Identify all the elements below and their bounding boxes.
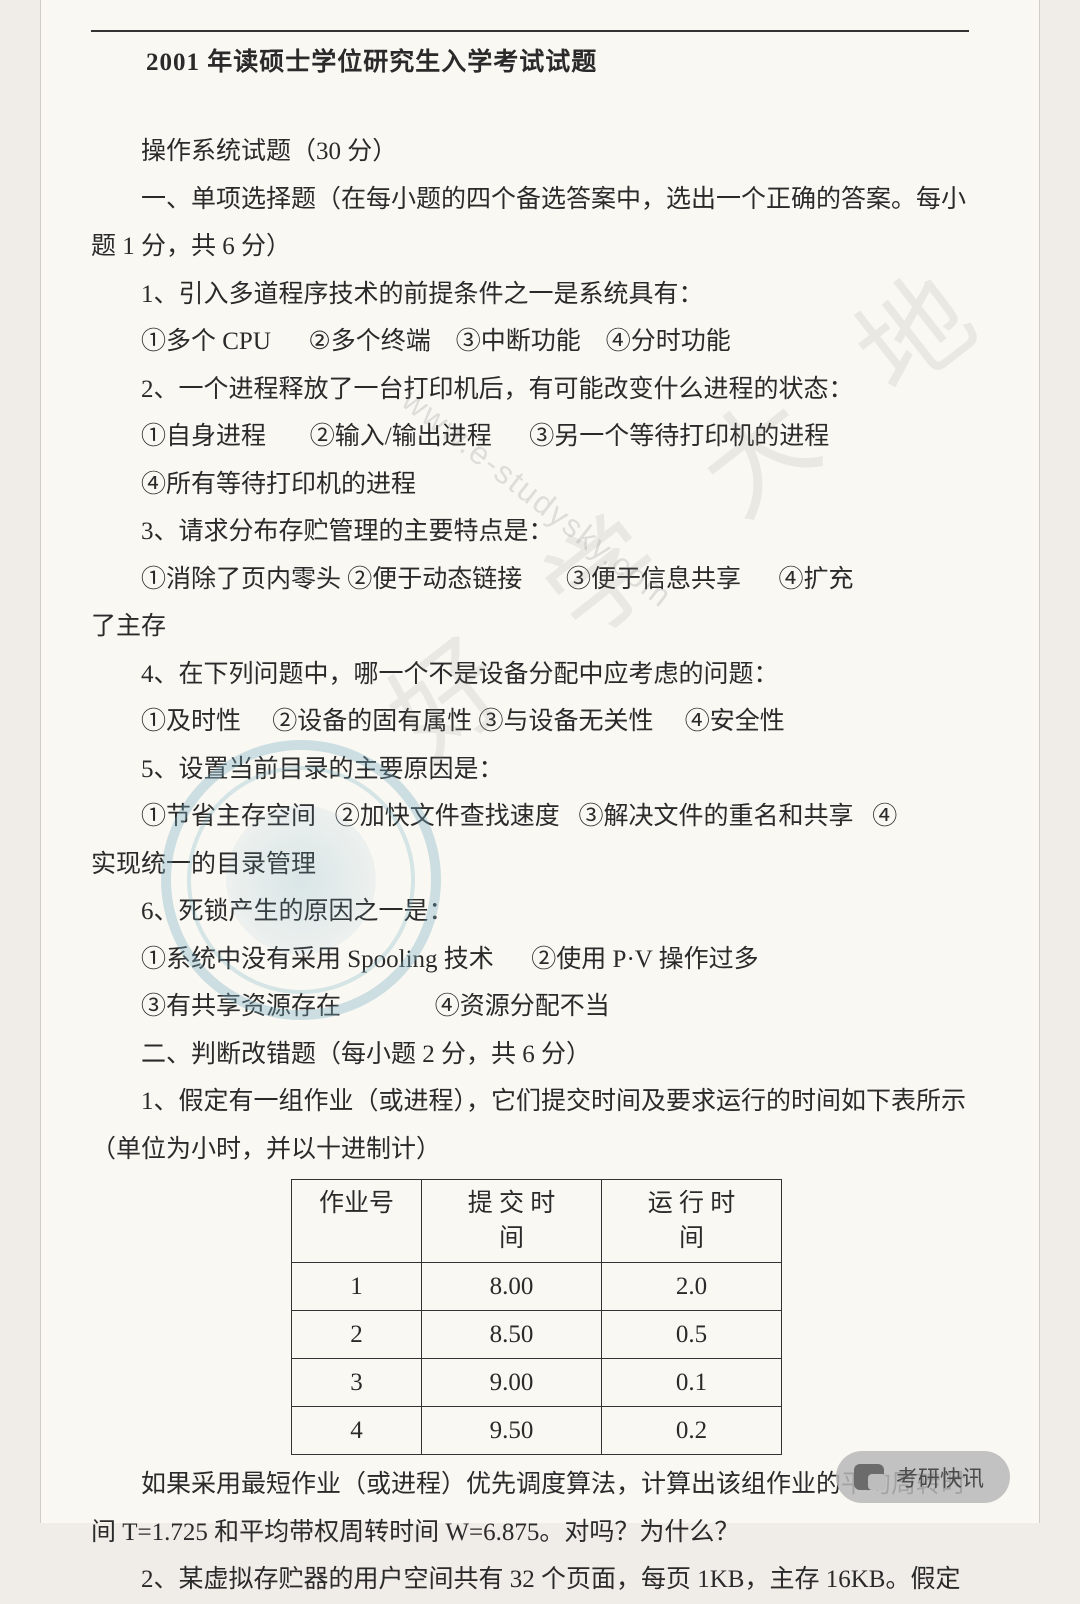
col-job-no: 作业号	[292, 1180, 422, 1263]
table-header-row: 作业号 提 交 时间 运 行 时间	[292, 1180, 782, 1263]
q2-options-line1: ①自身进程 ②输入/输出进程 ③另一个等待打印机的进程	[91, 413, 969, 461]
job-table: 作业号 提 交 时间 运 行 时间 1 8.00 2.0 2 8.50 0.5 …	[291, 1179, 782, 1455]
q3-options-tail: 了主存	[91, 603, 969, 651]
q5-stem: 5、设置当前目录的主要原因是：	[91, 746, 969, 794]
q4-stem: 4、在下列问题中，哪一个不是设备分配中应考虑的问题：	[91, 651, 969, 699]
q5-options-tail: 实现统一的目录管理	[91, 841, 969, 889]
cell: 2	[292, 1311, 422, 1359]
section2-heading: 二、判断改错题（每小题 2 分，共 6 分）	[91, 1031, 969, 1079]
q6-options-line1: ①系统中没有采用 Spooling 技术 ②使用 P·V 操作过多	[91, 936, 969, 984]
section1-heading-line1: 一、单项选择题（在每小题的四个备选答案中，选出一个正确的答案。每小	[91, 176, 969, 224]
s2q1-line2: （单位为小时，并以十进制计）	[91, 1126, 969, 1174]
cell: 1	[292, 1263, 422, 1311]
footer-source-chip: 考研快讯	[836, 1451, 1010, 1503]
cell: 3	[292, 1359, 422, 1407]
col-run-time: 运 行 时间	[602, 1180, 782, 1263]
cell: 8.00	[422, 1263, 602, 1311]
cell: 0.1	[602, 1359, 782, 1407]
body-text: 操作系统试题（30 分） 一、单项选择题（在每小题的四个备选答案中，选出一个正确…	[91, 128, 969, 1604]
document-page: 2001 年读硕士学位研究生入学考试试题 好 学 大 地 www.e-study…	[40, 0, 1040, 1523]
q5-options: ①节省主存空间 ②加快文件查找速度 ③解决文件的重名和共享 ④	[91, 793, 969, 841]
col-submit-time: 提 交 时间	[422, 1180, 602, 1263]
section-os-heading: 操作系统试题（30 分）	[91, 128, 969, 176]
cell: 2.0	[602, 1263, 782, 1311]
q6-options-line2: ③有共享资源存在 ④资源分配不当	[91, 983, 969, 1031]
cell: 0.5	[602, 1311, 782, 1359]
table-row: 4 9.50 0.2	[292, 1407, 782, 1455]
q4-options: ①及时性 ②设备的固有属性 ③与设备无关性 ④安全性	[91, 698, 969, 746]
chat-icon	[854, 1464, 884, 1490]
footer-label: 考研快讯	[896, 1461, 984, 1493]
section1-heading-line2: 题 1 分，共 6 分）	[91, 223, 969, 271]
q2-stem: 2、一个进程释放了一台打印机后，有可能改变什么进程的状态：	[91, 366, 969, 414]
cell: 9.00	[422, 1359, 602, 1407]
cell: 4	[292, 1407, 422, 1455]
s2q2: 2、某虚拟存贮器的用户空间共有 32 个页面，每页 1KB，主存 16KB。假定	[91, 1556, 969, 1604]
cell: 9.50	[422, 1407, 602, 1455]
s2q1-line4: 间 T=1.725 和平均带权周转时间 W=6.875。对吗？为什么？	[91, 1509, 969, 1557]
exam-title: 2001 年读硕士学位研究生入学考试试题	[146, 42, 969, 78]
q6-stem: 6、死锁产生的原因之一是：	[91, 888, 969, 936]
table-row: 3 9.00 0.1	[292, 1359, 782, 1407]
s2q1-line1: 1、假定有一组作业（或进程），它们提交时间及要求运行的时间如下表所示	[91, 1078, 969, 1126]
cell: 8.50	[422, 1311, 602, 1359]
table-row: 1 8.00 2.0	[292, 1263, 782, 1311]
q2-options-line2: ④所有等待打印机的进程	[91, 461, 969, 509]
q3-stem: 3、请求分布存贮管理的主要特点是：	[91, 508, 969, 556]
q1-stem: 1、引入多道程序技术的前提条件之一是系统具有：	[91, 271, 969, 319]
q1-options: ①多个 CPU ②多个终端 ③中断功能 ④分时功能	[91, 318, 969, 366]
table-row: 2 8.50 0.5	[292, 1311, 782, 1359]
q3-options: ①消除了页内零头 ②便于动态链接 ③便于信息共享 ④扩充	[91, 556, 969, 604]
cell: 0.2	[602, 1407, 782, 1455]
top-rule	[91, 30, 969, 32]
